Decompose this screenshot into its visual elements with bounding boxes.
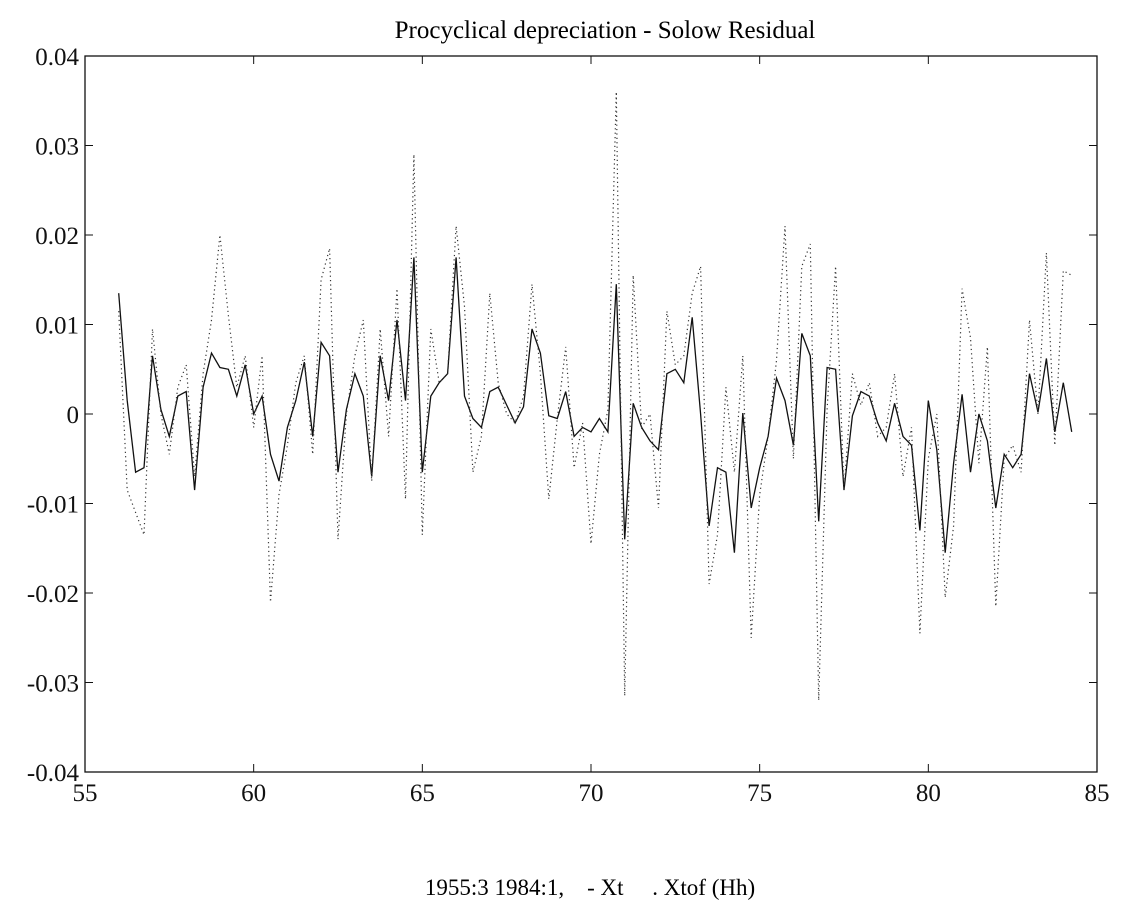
y-tick-label: -0.04	[27, 760, 80, 787]
y-axis: 0.04 0.03 0.02 0.01 0 -0.01 -0.02 -0.03 -0.04	[27, 44, 1097, 787]
x-axis: 55 60 65 70 75 80 85	[73, 56, 1110, 807]
x-tick-label: 65	[410, 780, 435, 807]
series-line-xtof-hh	[118, 91, 1072, 701]
y-tick-label: -0.02	[27, 581, 79, 608]
x-tick-label: 55	[73, 780, 98, 807]
series-line-xt	[118, 257, 1073, 553]
y-tick-label: 0.01	[35, 313, 79, 340]
y-tick-label: 0.03	[35, 134, 79, 161]
y-tick-label: -0.03	[27, 671, 79, 698]
y-tick-label: 0.04	[35, 44, 79, 71]
x-axis-caption: 1955:3 1984:1, - Xt . Xtof (Hh)	[425, 875, 755, 900]
x-tick-label: 80	[916, 780, 941, 807]
x-tick-label: 60	[241, 780, 266, 807]
x-tick-label: 85	[1085, 780, 1110, 807]
series-layer	[118, 91, 1073, 701]
y-tick-label: 0.02	[35, 223, 79, 250]
plot-frame	[84, 55, 1098, 773]
x-tick-label: 70	[579, 780, 604, 807]
x-tick-label: 75	[747, 780, 772, 807]
y-tick-label: 0	[67, 402, 80, 429]
chart-title: Procyclical depreciation - Solow Residua…	[395, 17, 816, 44]
y-tick-label: -0.01	[27, 492, 79, 519]
